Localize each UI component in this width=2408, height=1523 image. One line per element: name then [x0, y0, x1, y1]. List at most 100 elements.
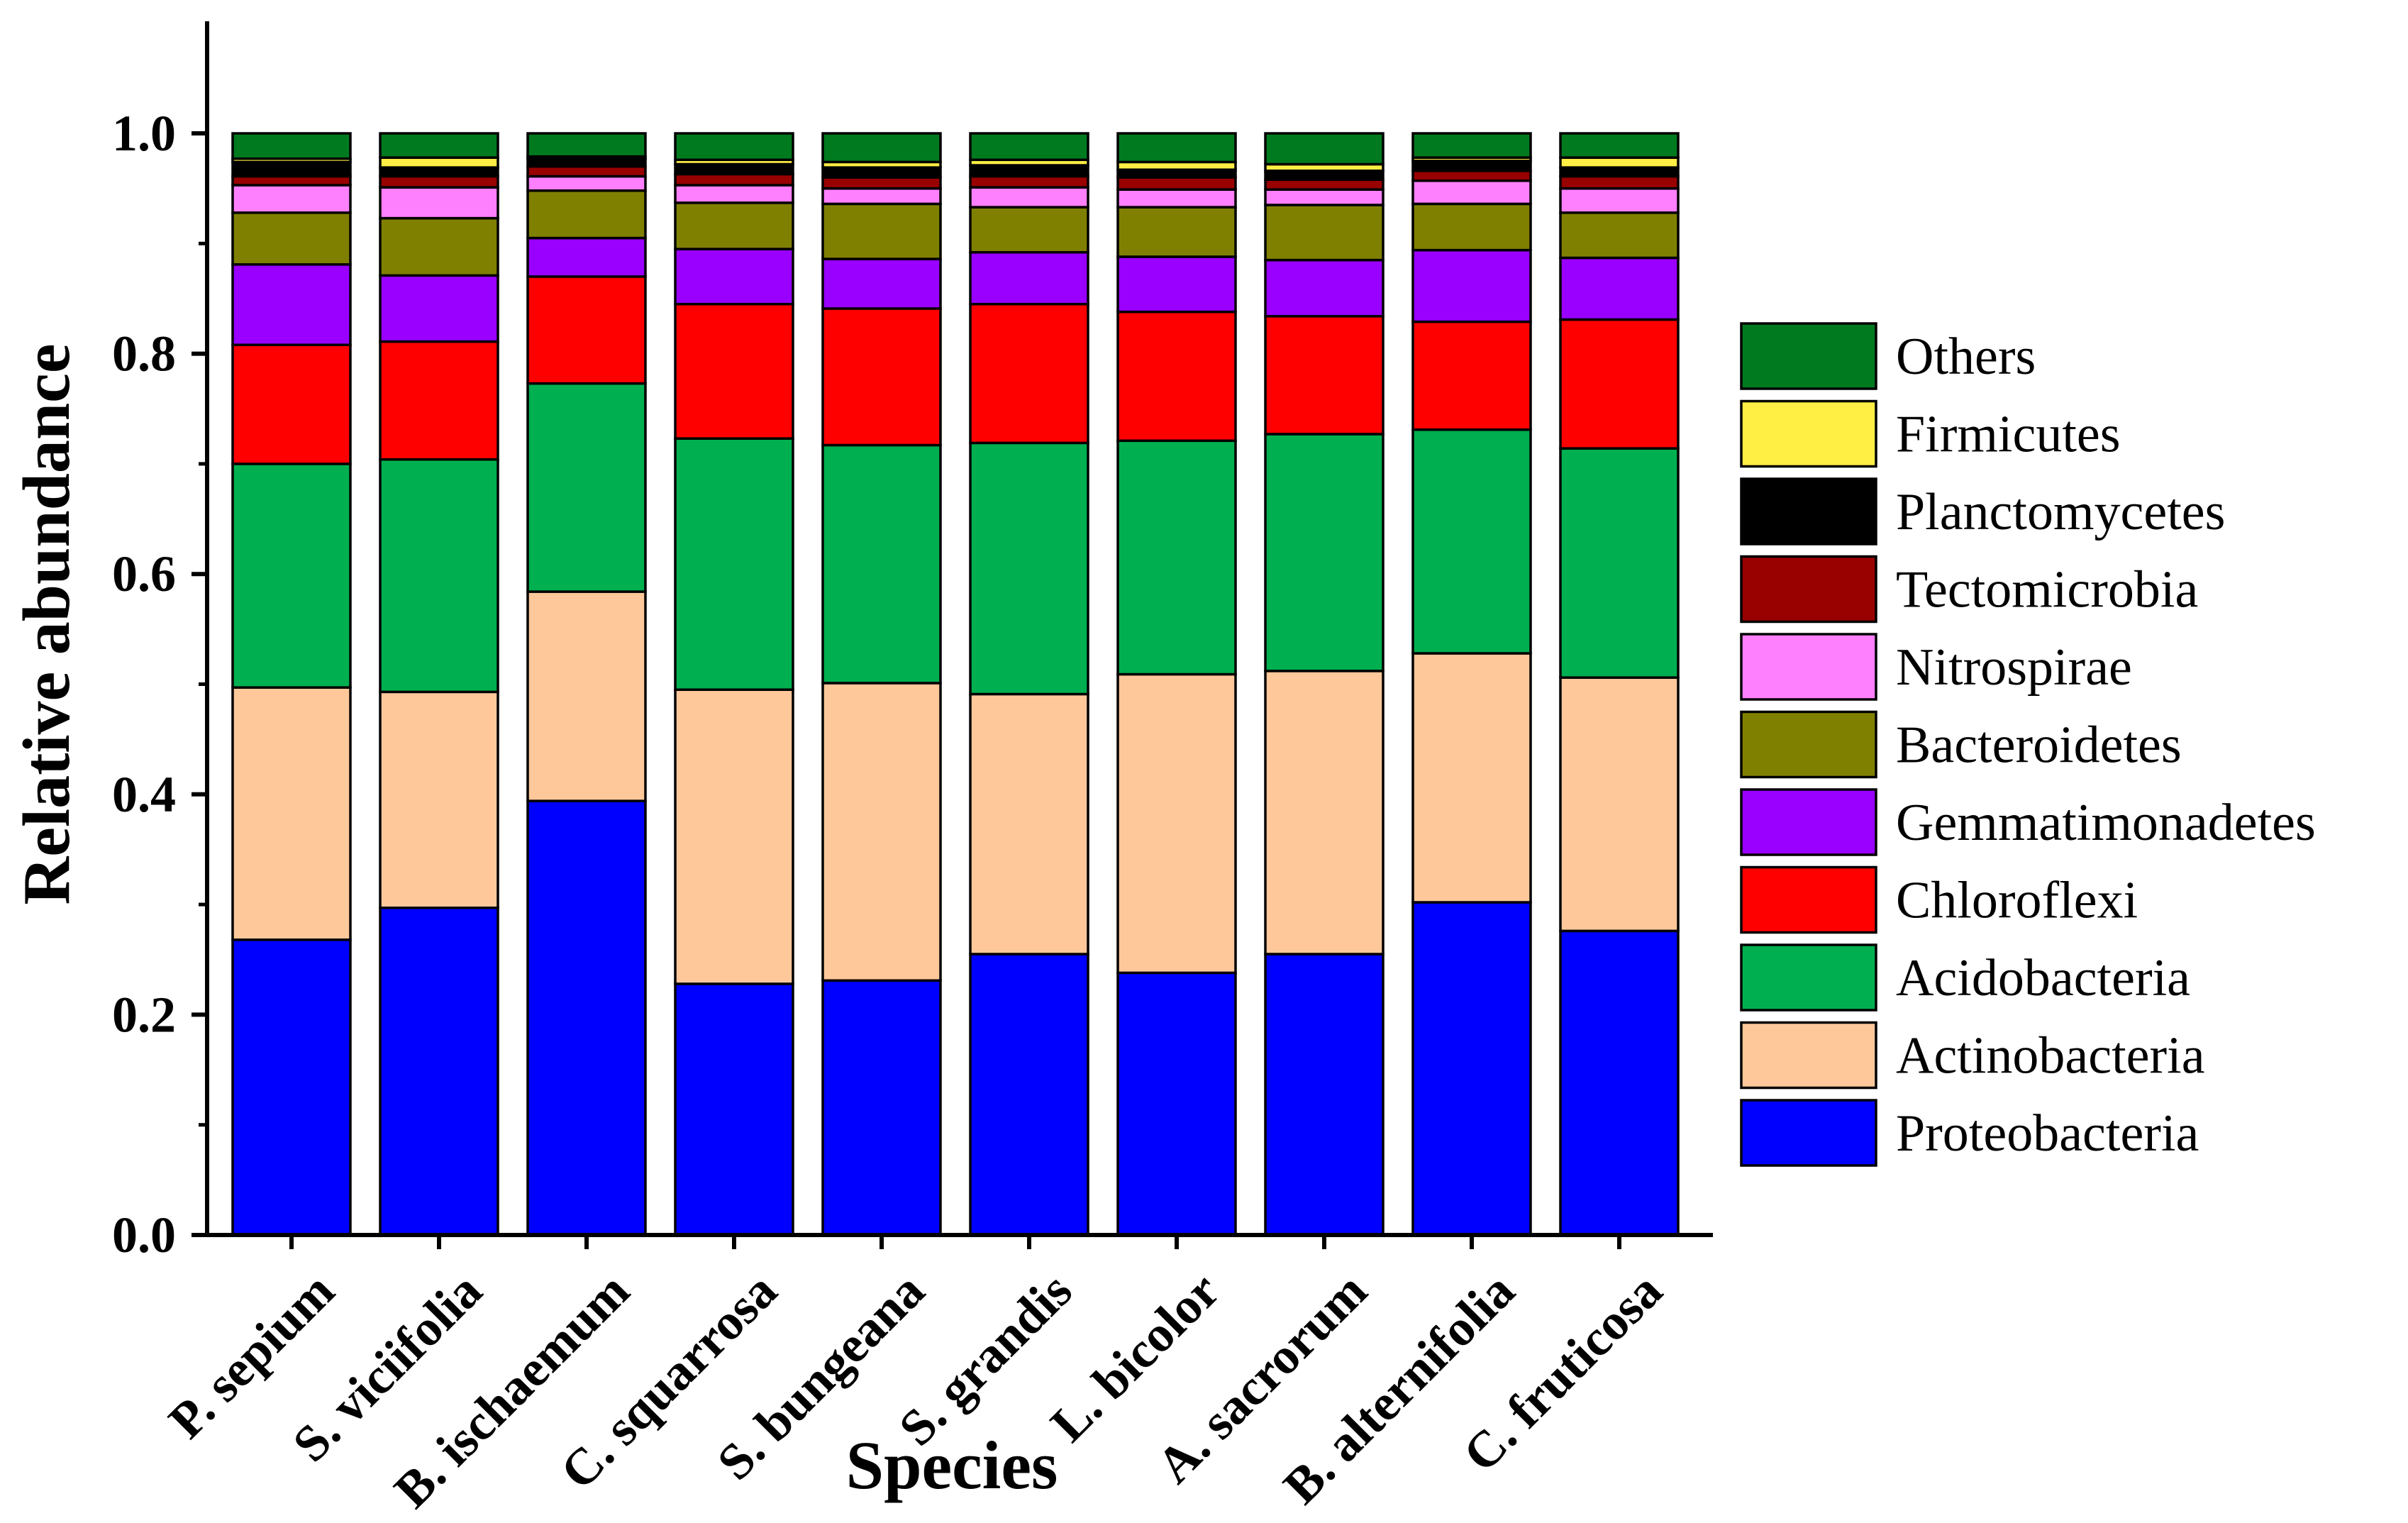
bar-segment [821, 176, 942, 190]
y-tick-label: 0.2 [112, 986, 176, 1043]
bar-segment [1116, 672, 1237, 975]
legend-swatch [1740, 943, 1877, 1012]
bar-segment [231, 132, 352, 160]
x-axis-label: Species [846, 1427, 1058, 1503]
bar-segment [821, 443, 942, 685]
bar-segment [1559, 187, 1680, 214]
bar-segment [526, 382, 647, 593]
bar-stack [1264, 132, 1385, 1236]
bar-segment [1116, 439, 1237, 676]
bar-segment [379, 175, 499, 189]
y-tick-label: 0.6 [112, 545, 176, 602]
legend-swatch [1740, 633, 1877, 701]
bar-segment [1411, 170, 1532, 182]
bar-segment [1411, 202, 1532, 252]
bar-segment [231, 938, 352, 1236]
bar-stack [1116, 132, 1237, 1236]
bar-stack [821, 132, 942, 1236]
bar-stack [969, 132, 1089, 1236]
legend-swatch [1740, 1021, 1877, 1090]
bar-segment [1116, 255, 1237, 314]
bar-segment [1116, 310, 1237, 443]
bar-segment [1411, 320, 1532, 431]
legend-item: Chloroflexi [1740, 865, 2138, 934]
bar-segment [1264, 188, 1385, 206]
bar-segment [1116, 188, 1237, 209]
bar-segment [526, 236, 647, 278]
bar-segment [379, 690, 499, 909]
legend-swatch [1740, 555, 1877, 624]
bar-segment [379, 907, 499, 1236]
axes-layer [205, 21, 1713, 1237]
y-tick-label: 0.8 [112, 326, 176, 382]
legend-label: Actinobacteria [1896, 1027, 2205, 1085]
bar-segment [379, 340, 499, 461]
bars-layer [231, 132, 1680, 1236]
bar-segment [674, 248, 794, 306]
legend: Others Firmicutes Planctomycetes Tectomicro… [1740, 322, 2316, 1167]
bar-segment [674, 437, 794, 692]
legend-label: Acidobacteria [1896, 949, 2190, 1007]
bar-segment [1264, 315, 1385, 436]
bar-segment [379, 458, 499, 694]
bar-segment [1411, 160, 1532, 172]
legend-swatch [1740, 399, 1877, 468]
bar-segment [1411, 248, 1532, 323]
bar-segment [1559, 132, 1680, 159]
bar-segment [1264, 178, 1385, 191]
legend-item: Actinobacteria [1740, 1021, 2205, 1090]
bar-segment [231, 175, 352, 187]
bar-segment [821, 187, 942, 206]
bar-segment [821, 257, 942, 310]
y-axis-label: Relative abundance [10, 343, 84, 904]
bar-segment [1116, 206, 1237, 258]
bar-segment [379, 274, 499, 343]
bar-segment [674, 132, 794, 162]
legend-swatch [1740, 865, 1877, 934]
bar-segment [526, 175, 647, 192]
bar-segment [526, 189, 647, 240]
bar-segment [821, 979, 942, 1236]
bar-segment [1411, 428, 1532, 655]
bar-segment [526, 132, 647, 158]
bar-segment [231, 211, 352, 266]
bar-segment [1411, 901, 1532, 1236]
bar-segment [674, 172, 794, 187]
legend-item: Nitrospirae [1740, 633, 2132, 701]
y-tick-label: 1.0 [112, 105, 176, 162]
bar-segment [1559, 211, 1680, 260]
bar-segment [821, 132, 942, 164]
bar-segment [1559, 156, 1680, 169]
legend-label: Gemmatimonadetes [1896, 794, 2316, 852]
bar-segment [379, 216, 499, 277]
bar-segment [231, 686, 352, 941]
legend-swatch [1740, 710, 1877, 779]
bar-stack [231, 132, 352, 1236]
legend-label: Planctomycetes [1896, 483, 2225, 541]
bar-segment [1264, 670, 1385, 956]
legend-item: Acidobacteria [1740, 943, 2190, 1012]
y-tick-label: 0.4 [112, 766, 176, 823]
legend-item: Planctomycetes [1740, 477, 2225, 545]
bar-segment [969, 953, 1089, 1236]
bar-segment [1264, 258, 1385, 318]
legend-swatch [1740, 477, 1877, 545]
legend-item: Firmicutes [1740, 399, 2121, 468]
bar-segment [1559, 447, 1680, 679]
legend-label: Others [1896, 328, 2036, 386]
legend-item: Bacteroidetes [1740, 710, 2182, 779]
bar-segment [1264, 170, 1385, 181]
legend-label: Firmicutes [1896, 406, 2121, 464]
bar-segment [1116, 971, 1237, 1236]
bar-segment [674, 982, 794, 1236]
bar-segment [1559, 256, 1680, 321]
bar-segment [1411, 652, 1532, 904]
bar-segment [1264, 433, 1385, 672]
bar-segment [231, 463, 352, 689]
bar-segment [1559, 676, 1680, 933]
bar-segment [231, 263, 352, 346]
bar-segment [821, 166, 942, 179]
legend-label: Proteobacteria [1896, 1104, 2199, 1163]
